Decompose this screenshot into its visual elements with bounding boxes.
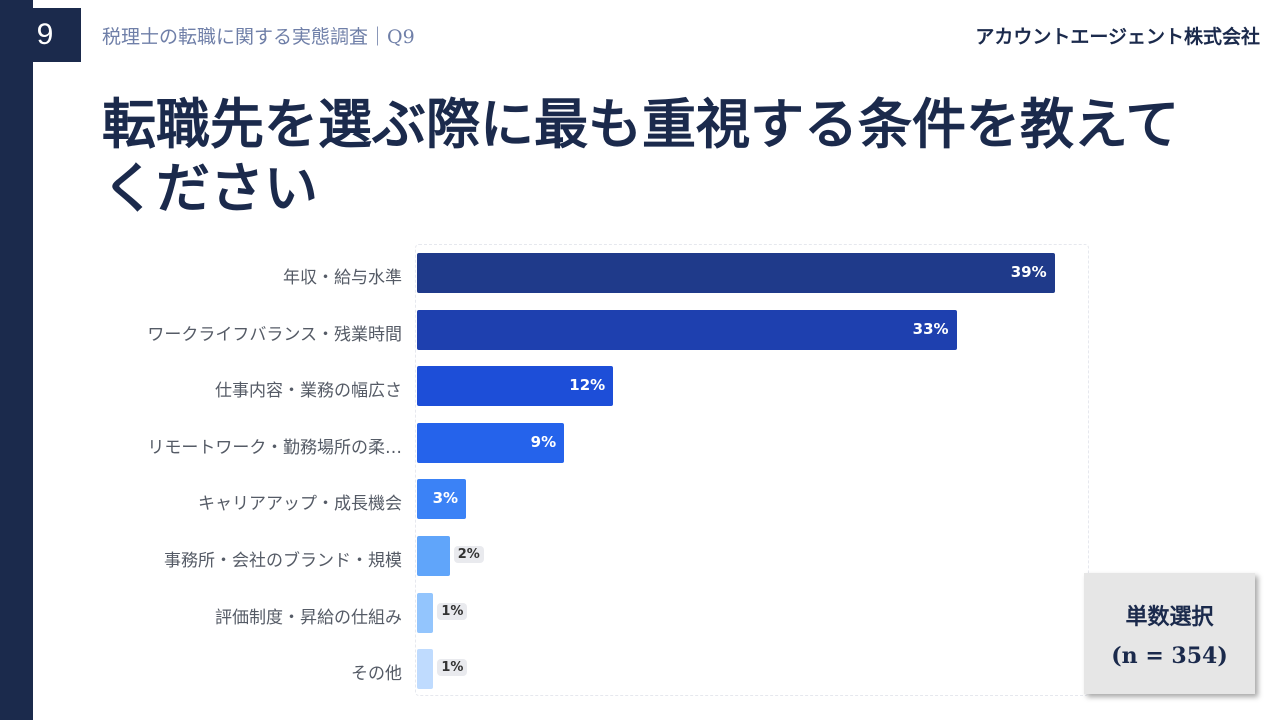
bar: [417, 479, 467, 520]
bar: [417, 366, 614, 407]
category-label: キャリアアップ・成長機会: [198, 494, 402, 515]
left-sidebar: [0, 0, 33, 720]
value-label: 9%: [530, 432, 557, 451]
category-label: ワークライフバランス・残業時間: [147, 324, 402, 345]
value-label: 12%: [569, 376, 606, 395]
page-number-box: 9: [33, 8, 81, 62]
value-label: 1%: [437, 659, 468, 677]
category-label: その他: [351, 664, 402, 685]
category-label: 評価制度・昇給の仕組み: [215, 607, 402, 628]
value-label: 39%: [1010, 263, 1047, 281]
category-label: 年収・給与水準: [283, 268, 402, 288]
title-line-2: ください: [102, 156, 318, 220]
value-label: 2%: [453, 546, 484, 563]
category-label: 仕事内容・業務の幅広さ: [215, 381, 402, 402]
bar: [417, 592, 434, 633]
bar: [417, 253, 1055, 293]
value-label: 1%: [437, 602, 468, 620]
bar: [417, 536, 450, 576]
company-name: アカウントエージェント株式会社: [975, 26, 1260, 48]
title-line-1: 転職先を選ぶ際に最も重視する条件を教えて: [102, 92, 1180, 156]
category-label: 事務所・会社のブランド・規模: [164, 551, 402, 571]
survey-subtitle: 税理士の転職に関する実態調査｜Q9: [102, 26, 415, 48]
value-label: 3%: [432, 489, 459, 508]
value-label: 33%: [912, 319, 949, 338]
chart-frame: [415, 244, 1089, 696]
selection-note: 単数選択 (n = 354): [1084, 573, 1255, 694]
page-title: 転職先を選ぶ際に最も重視する条件を教えて ください: [102, 92, 1222, 220]
selection-type: 単数選択: [1125, 604, 1214, 630]
bar: [417, 309, 957, 350]
sample-size: (n = 354): [1111, 643, 1228, 669]
bar: [417, 649, 434, 690]
bar: [417, 422, 565, 463]
page-number: 9: [36, 18, 54, 51]
category-label: リモートワーク・勤務場所の柔…: [147, 437, 402, 458]
